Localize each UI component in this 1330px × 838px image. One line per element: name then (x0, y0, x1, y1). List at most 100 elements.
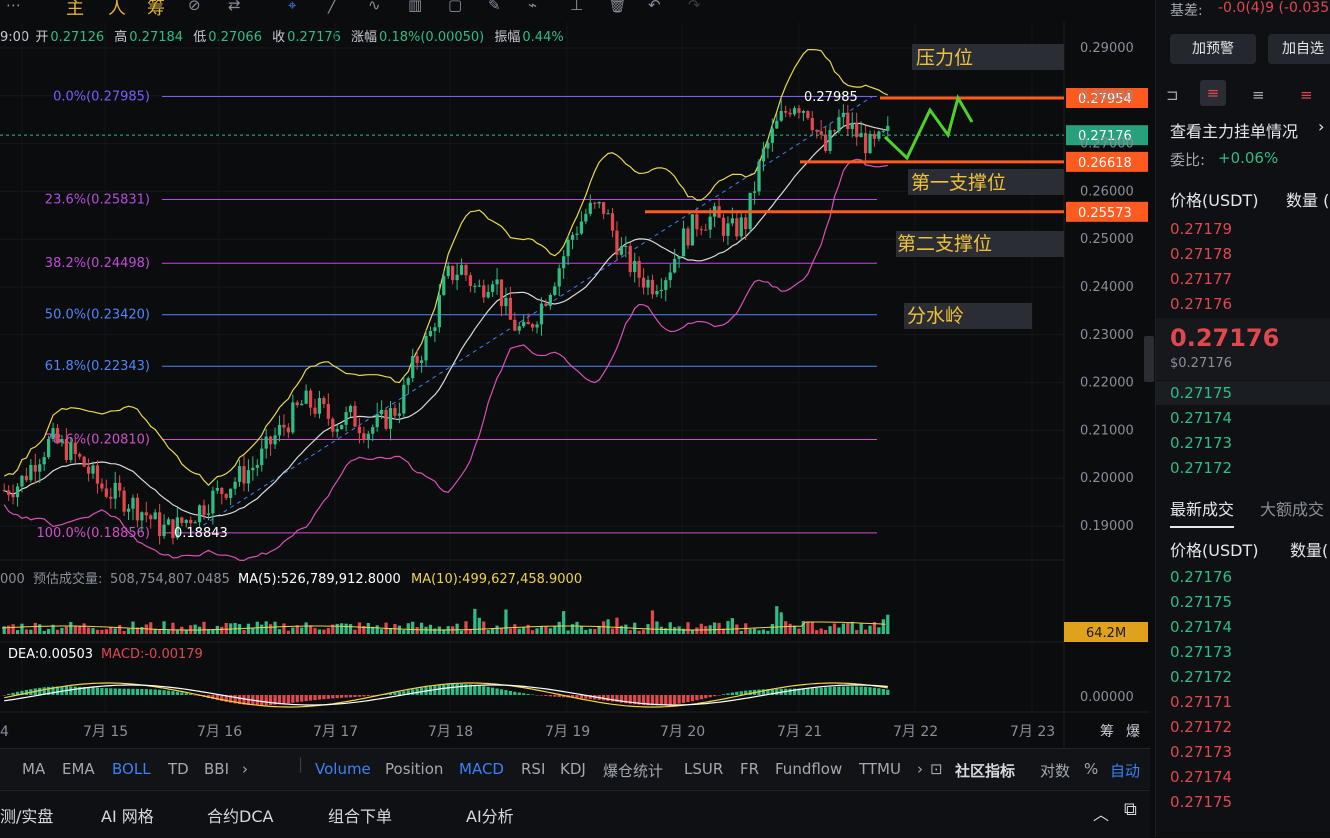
tab-sub-lsur[interactable]: LSUR (684, 760, 724, 778)
axis-corner-chip[interactable]: 筹 (1100, 723, 1114, 740)
tab-main-ma[interactable]: MA (22, 760, 46, 778)
open-label: 开 (35, 30, 49, 45)
redo-icon[interactable]: ↷ (688, 0, 701, 14)
candle-body (655, 290, 659, 295)
delete-icon[interactable]: 🗑 (608, 0, 628, 14)
book-bids-icon[interactable]: ≡ (1252, 86, 1265, 104)
footer-dca[interactable]: 合约DCA (207, 807, 274, 826)
tab-sub-ttmu[interactable]: TTMU (859, 760, 901, 778)
undo-icon[interactable]: ↶ (648, 0, 661, 14)
edit-indicator-icon[interactable]: ⊡ (930, 760, 943, 778)
macd-bar (166, 690, 171, 695)
book-asks-icon[interactable]: ≡ (1300, 86, 1313, 104)
volume-bar (166, 630, 171, 634)
macd-bar (126, 688, 131, 695)
volume-pane (1, 606, 890, 634)
macd-bar (15, 691, 20, 695)
candle-body (690, 214, 695, 246)
candle-body (775, 120, 779, 129)
cursor-icon[interactable]: ⌖ (288, 0, 297, 14)
main-chart-button[interactable]: 主 (66, 0, 84, 19)
tab-sub-rsi[interactable]: RSI (521, 760, 546, 778)
shape-tool-icon[interactable]: ▢ (448, 0, 463, 14)
price-chart[interactable]: 0.0%(0.27985) 23.6%(0.25831) 38.2%(0.24498… (0, 22, 1150, 748)
candle-body (695, 214, 699, 230)
tab-sub-macd[interactable]: MACD (459, 760, 504, 778)
footer-ai-analysis[interactable]: AI分析 (466, 807, 514, 826)
ratio-value: +0.06% (1218, 149, 1279, 167)
volume-bar (113, 628, 117, 634)
ask-row[interactable]: 0.27176 (1170, 295, 1233, 313)
tab-sub-position[interactable]: Position (385, 760, 444, 778)
chevron-right-icon[interactable]: › (242, 760, 248, 778)
candle-body (491, 284, 495, 292)
tab-sub-liq[interactable]: 爆仓统计 (603, 762, 664, 780)
settings-icon[interactable]: ⇄ (228, 0, 241, 14)
chevron-right-icon[interactable]: › (1318, 117, 1325, 136)
macd-bar (819, 687, 823, 695)
volume-bar (260, 624, 264, 634)
volume-bar (171, 622, 175, 634)
footer-combo[interactable]: 组合下单 (328, 807, 393, 826)
indicator-icon[interactable]: ⊘ (188, 0, 201, 14)
tab-sub-kdj[interactable]: KDJ (560, 760, 586, 778)
log-toggle[interactable]: 对数 (1040, 762, 1071, 780)
volume-bar (482, 621, 486, 634)
x-tick-label: 7月 19 (545, 724, 590, 740)
book-mode-icon[interactable]: ⊐ (1166, 86, 1179, 104)
chevron-up-icon[interactable]: ︿ (1093, 805, 1110, 824)
sub-chart-button[interactable]: 人 (108, 0, 126, 19)
add-watchlist-button[interactable]: 加自选 (1268, 34, 1330, 64)
bid-row[interactable]: 0.27175 (1170, 384, 1233, 402)
add-alert-button[interactable]: 加预警 (1170, 34, 1256, 64)
pct-toggle[interactable]: % (1084, 760, 1099, 778)
candle-body (246, 470, 251, 484)
candle-body (118, 482, 122, 491)
macd-bar (690, 695, 695, 702)
tab-main-ema[interactable]: EMA (62, 760, 95, 778)
tab-big-trades[interactable]: 大额成交 (1260, 500, 1325, 519)
ask-row[interactable]: 0.27178 (1170, 245, 1233, 263)
bid-row[interactable]: 0.27174 (1170, 409, 1233, 427)
x-tick-label: 7月 23 (1010, 724, 1055, 740)
bid-row[interactable]: 0.27172 (1170, 459, 1233, 477)
footer-sim[interactable]: 测/实盘 (0, 807, 54, 826)
tab-main-td[interactable]: TD (168, 760, 189, 778)
key-levels: 0.27954 0.26618 0.25573 0.27176 (0, 87, 1148, 222)
candle-body (397, 413, 401, 416)
volume-bar (766, 630, 770, 634)
tab-sub-fundflow[interactable]: Fundflow (775, 760, 843, 778)
expand-icon[interactable]: ⧉ (1124, 799, 1137, 820)
volume-bar (109, 627, 113, 634)
chip-button[interactable]: 筹 (147, 0, 165, 19)
footer-ai-grid[interactable]: AI 网格 (101, 807, 154, 826)
tab-main-bbi[interactable]: BBI (204, 760, 230, 778)
line-tool-icon[interactable]: ╱ (328, 0, 338, 14)
panel-collapse-handle[interactable] (1144, 336, 1154, 382)
tab-sub-fr[interactable]: FR (740, 760, 760, 778)
fib-label: 61.8%(0.22343) (45, 359, 150, 374)
measure-tool-icon[interactable]: ⊥ (570, 0, 584, 14)
auto-toggle[interactable]: 自动 (1110, 762, 1141, 780)
candle-body (757, 161, 761, 192)
chevron-right-icon[interactable]: › (917, 760, 923, 778)
path-tool-icon[interactable]: ∿ (368, 0, 381, 14)
fib-tool-icon[interactable]: ▥ (408, 0, 423, 14)
tab-community[interactable]: 社区指标 (955, 762, 1016, 780)
axis-corner-liq[interactable]: 爆 (1126, 724, 1140, 740)
macd-bar (824, 687, 828, 695)
text-tool-icon[interactable]: ✎ (488, 0, 501, 14)
candle-body (162, 524, 166, 537)
book-both-icon[interactable]: ≡ (1200, 80, 1226, 106)
ask-row[interactable]: 0.27179 (1170, 220, 1233, 238)
brush-tool-icon[interactable]: ⌁ (528, 0, 538, 14)
depth-link[interactable]: 查看主力挂单情况 (1170, 122, 1299, 141)
tab-latest-trades[interactable]: 最新成交 (1170, 496, 1235, 528)
candle-body (522, 321, 526, 327)
menu-dots-icon[interactable]: ⋯ (6, 0, 21, 14)
ask-row[interactable]: 0.27177 (1170, 270, 1233, 288)
tab-sub-volume[interactable]: Volume (315, 760, 371, 778)
bid-row[interactable]: 0.27173 (1170, 434, 1233, 452)
candle-body (317, 398, 322, 414)
tab-main-boll[interactable]: BOLL (112, 760, 151, 778)
